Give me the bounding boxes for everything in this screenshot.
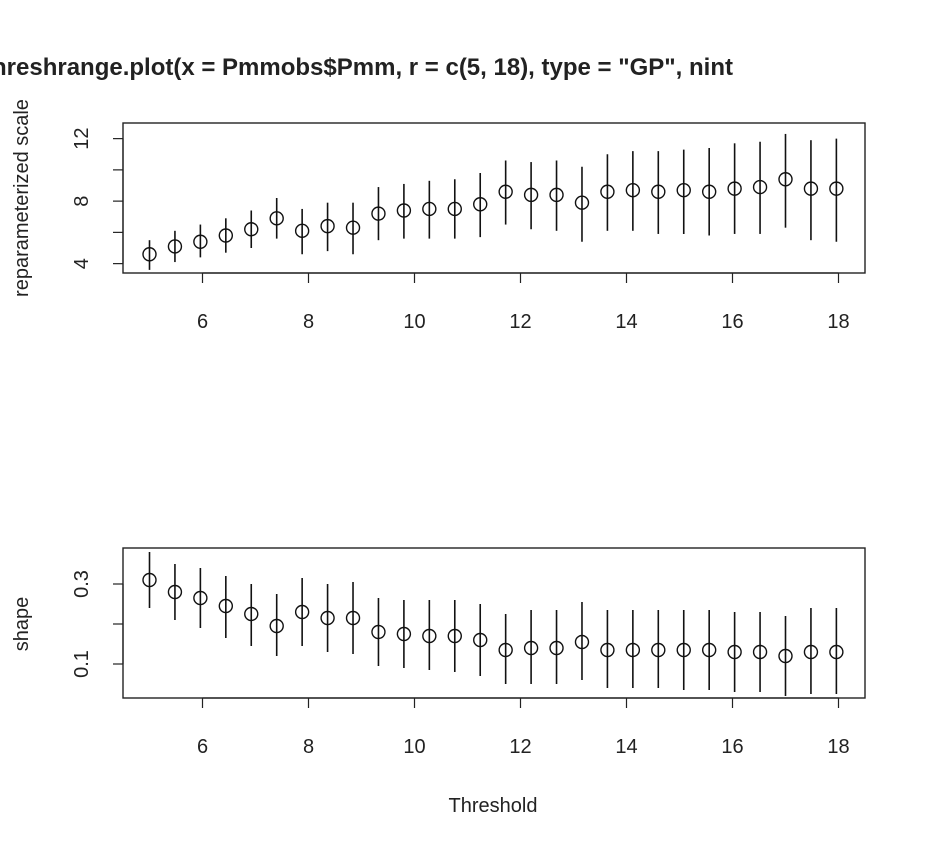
panel-1: reparameterized scale 6 8 10 12 14 16 18 4 8 12 xyxy=(11,99,866,333)
data-point xyxy=(549,187,564,203)
data-point xyxy=(701,184,717,199)
x-tick-label: 6 xyxy=(197,311,208,333)
data-point xyxy=(473,632,488,648)
data-point xyxy=(167,239,183,254)
data-point xyxy=(167,584,183,600)
data-point xyxy=(549,640,564,656)
x-tick-label: 16 xyxy=(721,311,743,333)
x-tick-label: 12 xyxy=(509,736,531,758)
data-point xyxy=(803,181,819,196)
x-tick-label: 8 xyxy=(303,311,314,333)
y-tick-label: 0.3 xyxy=(71,570,93,598)
data-point xyxy=(193,234,208,249)
x-tick-label: 16 xyxy=(721,736,743,758)
data-point xyxy=(523,640,539,656)
data-point xyxy=(396,203,412,218)
data-point xyxy=(142,572,157,588)
data-point xyxy=(447,628,462,644)
panel-2: shape 6 8 10 12 14 16 18 0.1 0.3 xyxy=(11,547,866,758)
data-point xyxy=(752,179,768,195)
data-point xyxy=(625,642,641,658)
plot-frame xyxy=(122,547,866,699)
data-point xyxy=(600,184,615,199)
data-point xyxy=(269,618,284,634)
data-point xyxy=(498,642,513,658)
x-tick-label: 14 xyxy=(615,311,637,333)
data-point xyxy=(447,201,462,217)
data-point xyxy=(600,642,615,658)
chart-title: hreshrange.plot(x = Pmmobs$Pmm, r = c(5,… xyxy=(0,54,733,81)
data-point xyxy=(294,604,310,620)
y-axis-title: reparameterized scale xyxy=(11,99,33,297)
data-point xyxy=(574,634,590,650)
data-point xyxy=(244,606,259,622)
y-tick-label: 12 xyxy=(71,128,93,150)
data-point xyxy=(829,181,844,196)
data-point xyxy=(371,206,386,221)
data-point xyxy=(778,172,793,187)
data-point xyxy=(294,223,310,239)
data-point xyxy=(701,642,717,658)
data-point xyxy=(676,182,691,198)
y-tick-label: 4 xyxy=(71,258,93,269)
x-tick-label: 12 xyxy=(509,311,531,333)
data-point xyxy=(574,195,590,210)
x-tick-label: 14 xyxy=(615,736,637,758)
plot-frame xyxy=(122,122,866,274)
data-point xyxy=(345,610,361,626)
data-point xyxy=(829,644,844,660)
y-tick-label: 8 xyxy=(71,196,93,207)
data-point xyxy=(523,187,539,203)
x-tick-label: 18 xyxy=(827,736,849,758)
data-point xyxy=(320,610,335,626)
data-point xyxy=(269,211,284,226)
y-tick-label: 0.1 xyxy=(71,650,93,678)
data-point xyxy=(371,624,386,640)
data-point xyxy=(778,648,793,664)
data-point xyxy=(396,626,412,642)
data-point xyxy=(625,182,641,198)
data-point xyxy=(803,644,819,660)
y-axis-title: shape xyxy=(11,597,33,652)
x-axis-title: Threshold xyxy=(449,795,538,817)
x-tick-label: 8 xyxy=(303,736,314,758)
data-point xyxy=(422,628,437,644)
data-point xyxy=(218,598,234,614)
data-point xyxy=(142,247,157,262)
x-tick-label: 10 xyxy=(403,311,425,333)
data-point xyxy=(498,184,513,199)
data-point xyxy=(244,222,259,237)
data-point xyxy=(727,181,742,196)
data-point xyxy=(320,218,335,234)
data-point xyxy=(727,644,742,660)
data-point xyxy=(218,228,234,243)
data-point xyxy=(651,184,666,199)
data-point xyxy=(193,590,208,606)
data-point xyxy=(473,197,488,212)
data-point xyxy=(752,644,768,660)
data-point xyxy=(651,642,666,658)
data-point xyxy=(345,220,361,235)
data-point xyxy=(422,201,437,217)
x-tick-label: 6 xyxy=(197,736,208,758)
x-tick-label: 10 xyxy=(403,736,425,758)
x-tick-label: 18 xyxy=(827,311,849,333)
data-point xyxy=(676,642,691,658)
